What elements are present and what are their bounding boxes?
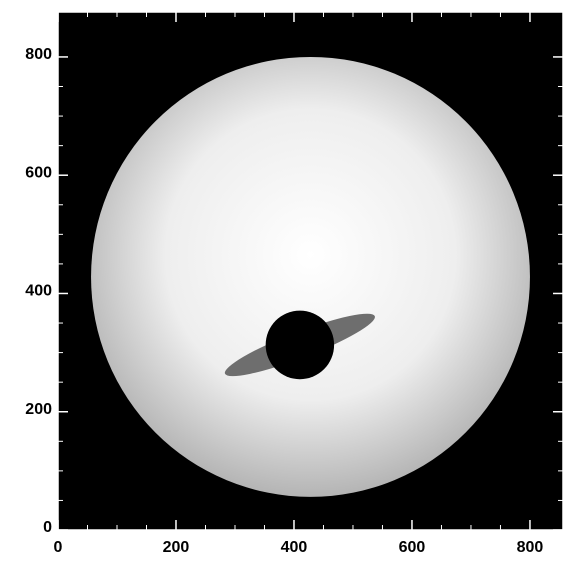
planet-disk	[266, 311, 334, 380]
star-disk	[91, 57, 530, 497]
y-tick-label: 600	[25, 164, 52, 181]
y-tick-label: 0	[43, 519, 52, 536]
x-tick-label: 800	[517, 539, 544, 556]
y-tick-label: 200	[25, 401, 52, 418]
y-tick-label: 800	[25, 46, 52, 63]
chart: 0 200 400 600 800 0 200 400 600 800	[0, 0, 571, 567]
x-tick-label: 600	[399, 539, 426, 556]
x-tick-label: 0	[54, 539, 63, 556]
x-tick-label: 200	[163, 539, 190, 556]
y-tick-label: 400	[25, 283, 52, 300]
x-tick-label: 400	[281, 539, 308, 556]
